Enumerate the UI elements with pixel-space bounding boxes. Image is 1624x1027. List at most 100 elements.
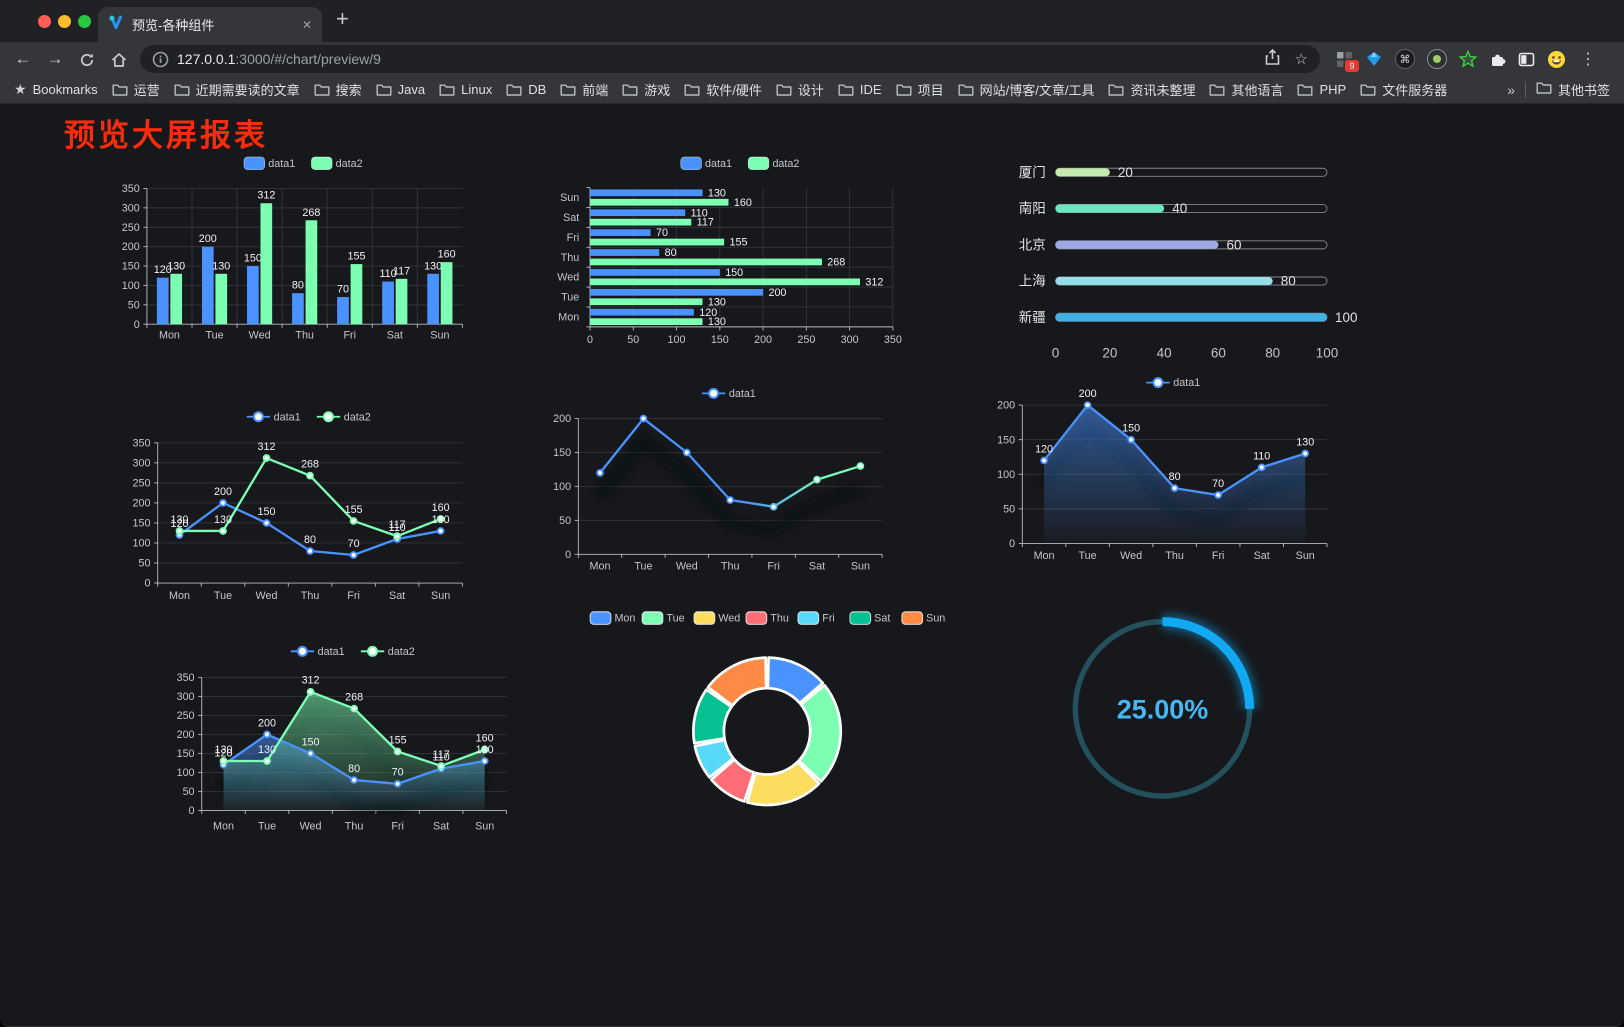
svg-text:Sat: Sat [563, 212, 579, 224]
svg-text:Tue: Tue [258, 820, 276, 832]
bookmarks-label[interactable]: Bookmarks [32, 82, 98, 97]
bookmark-folder-游戏[interactable]: 游戏 [622, 80, 670, 99]
svg-text:130: 130 [708, 187, 726, 199]
browser-tab[interactable]: 预览-各种组件 ✕ [98, 7, 322, 42]
svg-text:100: 100 [1316, 345, 1338, 360]
minimize-window-button[interactable] [58, 15, 71, 28]
hbar-data2-Fri [590, 238, 725, 246]
bookmark-label: 近期需要读的文章 [195, 83, 300, 98]
bookmark-folder-设计[interactable]: 设计 [776, 80, 824, 99]
svg-text:130: 130 [214, 514, 232, 526]
close-window-button[interactable] [38, 15, 51, 28]
legend-item-data1[interactable]: data1 [1146, 377, 1200, 389]
legend-item-Sat[interactable]: Sat [849, 611, 890, 625]
legend-item-data2[interactable]: data2 [311, 156, 363, 170]
folder-icon [896, 83, 912, 97]
gauge-progress [1162, 617, 1255, 709]
svg-text:data1: data1 [705, 158, 732, 170]
bookmark-folder-文件服务器[interactable]: 文件服务器 [1360, 80, 1447, 99]
hbar-data2-Mon [590, 318, 703, 326]
new-tab-button[interactable]: + [336, 6, 349, 31]
legend-item-Sun[interactable]: Sun [901, 611, 945, 625]
bookmark-folder-项目[interactable]: 项目 [896, 80, 944, 99]
bookmark-folder-搜索[interactable]: 搜索 [314, 80, 362, 99]
svg-text:110: 110 [691, 207, 708, 219]
svg-text:312: 312 [865, 276, 883, 288]
forward-button[interactable]: → [46, 49, 64, 68]
chart-hbar1: data1 data2 0 50 100 150 200 250 300 350 Sun 130 160… [557, 156, 902, 346]
bookmark-folder-软件/硬件[interactable]: 软件/硬件 [684, 80, 762, 99]
bookmark-folder-前端[interactable]: 前端 [560, 80, 608, 99]
svg-text:80: 80 [665, 247, 677, 259]
back-button[interactable]: ← [14, 49, 32, 68]
bookmark-folder-DB[interactable]: DB [506, 82, 546, 97]
green-star-extension-icon[interactable] [1459, 50, 1477, 68]
bookmarks-overflow-chevron[interactable]: » [1507, 81, 1515, 98]
svg-text:200: 200 [133, 498, 151, 510]
diamond-extension-icon[interactable] [1365, 50, 1383, 68]
svg-text:Wed: Wed [256, 590, 278, 602]
svg-text:312: 312 [257, 190, 275, 202]
bookmark-folder-PHP[interactable]: PHP [1297, 82, 1346, 97]
bookmark-label: 项目 [917, 83, 944, 98]
bookmark-folder-网站/博客/文章/工具[interactable]: 网站/博客/文章/工具 [958, 80, 1094, 99]
legend-item-data1[interactable]: data1 [243, 156, 295, 170]
profile-avatar[interactable] [1547, 50, 1566, 69]
bookmark-folder-IDE[interactable]: IDE [838, 82, 882, 97]
browser-menu-button[interactable]: ⋮ [1580, 51, 1596, 68]
folder-icon [1209, 83, 1225, 97]
pie-slice-Mon [766, 656, 825, 705]
fullscreen-window-button[interactable] [78, 15, 91, 28]
folder-icon [1536, 81, 1552, 98]
recorder-extension-icon[interactable] [1427, 49, 1447, 69]
bar-data1-Fri [337, 297, 349, 325]
bookmark-folder-Linux[interactable]: Linux [439, 82, 492, 97]
bookmark-folder-资讯未整理[interactable]: 资讯未整理 [1108, 80, 1195, 99]
svg-text:80: 80 [1169, 471, 1181, 483]
legend-item-data2[interactable]: data2 [360, 645, 415, 658]
home-button[interactable] [104, 44, 134, 74]
legend-item-Tue[interactable]: Tue [641, 611, 685, 625]
site-info-icon[interactable] [152, 51, 169, 68]
tab-manager-extension-icon[interactable]: 9 [1336, 51, 1359, 72]
svg-text:350: 350 [884, 334, 902, 346]
progress-fill-新疆 [1055, 313, 1327, 322]
legend-item-data1[interactable]: data1 [701, 387, 756, 400]
other-bookmarks-folder[interactable]: 其他书签 [1536, 80, 1610, 99]
bookmark-star-icon[interactable]: ☆ [1294, 51, 1308, 68]
legend-item-data1[interactable]: data1 [290, 645, 345, 658]
bookmark-folder-近期需要读的文章[interactable]: 近期需要读的文章 [174, 80, 300, 99]
extensions-puzzle-icon[interactable] [1489, 51, 1506, 68]
svg-text:0: 0 [189, 805, 195, 817]
legend-item-data2[interactable]: data2 [316, 411, 371, 423]
bar-data2-Sat [395, 278, 408, 325]
address-bar[interactable]: 127.0.0.1:3000/#/chart/preview/9 ☆ [140, 45, 1320, 73]
hbar-data1-Sat [590, 209, 686, 217]
legend-item-Fri[interactable]: Fri [797, 611, 835, 625]
legend-item-Mon[interactable]: Mon [589, 611, 635, 625]
legend-item-data1[interactable]: data1 [246, 411, 301, 423]
extension-badge: 9 [1345, 59, 1359, 72]
bookmark-folder-其他语言[interactable]: 其他语言 [1209, 80, 1283, 99]
svg-text:130: 130 [170, 514, 188, 526]
reload-button[interactable] [72, 44, 102, 74]
bar-data1-Tue [201, 246, 214, 325]
tab-close-icon[interactable]: ✕ [301, 17, 312, 32]
svg-text:Sun: Sun [475, 820, 494, 832]
share-icon[interactable] [1264, 48, 1281, 70]
svg-text:117: 117 [393, 265, 410, 277]
svg-text:150: 150 [997, 434, 1015, 446]
legend-item-Thu[interactable]: Thu [745, 611, 789, 625]
bookmark-folder-运营[interactable]: 运营 [112, 80, 160, 99]
command-extension-icon[interactable]: ⌘ [1395, 49, 1415, 69]
side-panel-icon[interactable] [1518, 51, 1535, 68]
bookmark-label: 游戏 [644, 83, 671, 98]
svg-text:Mon: Mon [213, 820, 234, 832]
svg-text:70: 70 [392, 767, 404, 779]
svg-text:200: 200 [122, 241, 140, 253]
bookmark-folder-Java[interactable]: Java [376, 82, 425, 97]
legend-item-data2[interactable]: data2 [747, 156, 799, 170]
url-text[interactable]: 127.0.0.1:3000/#/chart/preview/9 [177, 51, 1250, 67]
legend-item-data1[interactable]: data1 [680, 156, 732, 170]
legend-item-Wed[interactable]: Wed [693, 611, 740, 625]
